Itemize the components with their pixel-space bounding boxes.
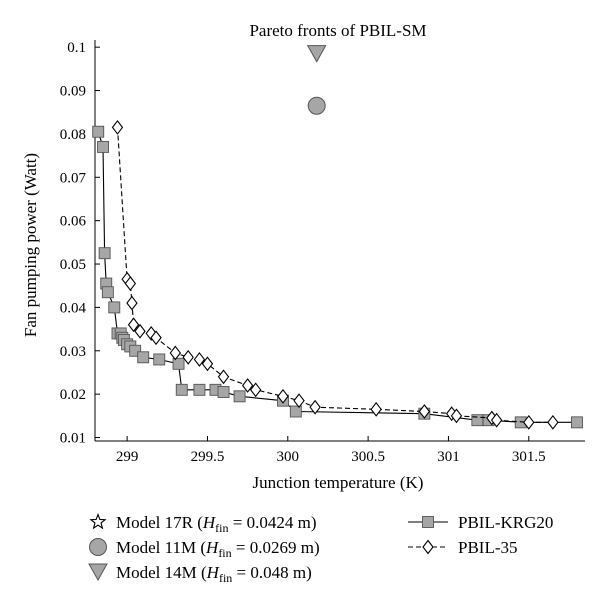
data-point [127, 317, 140, 333]
data-point [217, 369, 230, 385]
data-point [150, 330, 162, 346]
data-point [193, 383, 206, 396]
reference-point-model-14m [306, 45, 327, 63]
data-point [249, 382, 262, 398]
data-point [233, 390, 246, 403]
series-line [97, 131, 577, 423]
y-tick-label: 0.1 [67, 40, 86, 56]
data-point [126, 295, 138, 311]
data-point [101, 286, 114, 299]
x-tick-label: 301 [437, 449, 460, 465]
series-layer [92, 120, 583, 430]
y-tick-label: 0.08 [60, 127, 86, 143]
legend-marker-star [89, 512, 107, 530]
data-point [241, 378, 254, 393]
y-tick-label: 0.07 [60, 170, 87, 186]
data-point [370, 401, 382, 417]
legend-label: Model 14M (Hfin = 0.048 m) [116, 563, 312, 585]
legend-label: Model 11M (Hfin = 0.0269 m) [116, 538, 320, 560]
x-tick-label: 301.5 [512, 449, 546, 465]
x-axis-label: Junction temperature (K) [253, 473, 424, 492]
legend-item: PBIL-KRG20 [408, 513, 553, 532]
x-tick-label: 300 [277, 449, 300, 465]
data-point [129, 344, 142, 357]
data-point [547, 414, 559, 430]
data-point [153, 353, 166, 366]
series-pbil-krg20 [92, 125, 583, 429]
data-point [450, 408, 463, 424]
legend-marker-square-line [422, 516, 434, 528]
data-point [201, 356, 214, 372]
chart-title: Pareto fronts of PBIL-SM [249, 21, 426, 40]
data-point [490, 412, 503, 428]
series-pbil-35 [111, 120, 559, 430]
y-tick-label: 0.05 [60, 257, 86, 273]
legend-marker-circle [89, 538, 107, 556]
legend-marker-diamond-dashed [422, 539, 434, 555]
reference-point-model-11m [307, 96, 326, 115]
data-point [289, 405, 302, 418]
y-tick-label: 0.09 [60, 84, 86, 100]
data-point [418, 404, 431, 419]
data-point [111, 120, 124, 135]
legend-label: Model 17R (Hfin = 0.0424 m) [116, 513, 317, 535]
data-point [172, 357, 185, 370]
y-axis-label: Fan pumping power (Watt) [21, 153, 40, 337]
data-point [137, 351, 150, 364]
legend: Model 17R (Hfin = 0.0424 m) Model 11M (Hf… [88, 512, 553, 585]
data-point [175, 383, 188, 396]
data-point [571, 416, 583, 429]
y-tick-label: 0.01 [60, 431, 86, 447]
data-point [193, 352, 206, 367]
x-tick-label: 299 [116, 449, 139, 465]
legend-item: Model 17R (Hfin = 0.0424 m) [89, 512, 317, 535]
legend-marker-triangle-down [88, 563, 108, 582]
legend-item: Model 14M (Hfin = 0.048 m) [88, 563, 312, 585]
legend-label: PBIL-35 [458, 538, 518, 557]
data-point [277, 388, 289, 404]
legend-label: PBIL-KRG20 [458, 513, 553, 532]
x-tick-label: 300.5 [351, 449, 385, 465]
data-point [134, 323, 146, 339]
y-tick-label: 0.04 [60, 300, 87, 316]
data-point [182, 349, 194, 365]
data-point [124, 276, 137, 291]
reference-points [306, 45, 327, 115]
data-point [92, 125, 105, 138]
data-point [108, 301, 121, 314]
data-point [169, 345, 182, 361]
data-point [293, 393, 305, 409]
legend-item: Model 11M (Hfin = 0.0269 m) [89, 538, 320, 560]
data-point [98, 247, 111, 260]
x-tick-label: 299.5 [191, 449, 225, 465]
series-line [116, 127, 553, 423]
axes: 299 299.5 300 300.5 301 301.5 0.01 0.02 0.03 0.04… [60, 40, 585, 465]
data-point [97, 140, 109, 153]
y-tick-label: 0.06 [60, 214, 87, 230]
data-point [523, 414, 535, 430]
y-tick-label: 0.03 [60, 344, 86, 360]
y-tick-label: 0.02 [60, 387, 86, 403]
data-point [217, 386, 230, 398]
data-point [309, 399, 321, 415]
legend-item: PBIL-35 [408, 538, 518, 557]
